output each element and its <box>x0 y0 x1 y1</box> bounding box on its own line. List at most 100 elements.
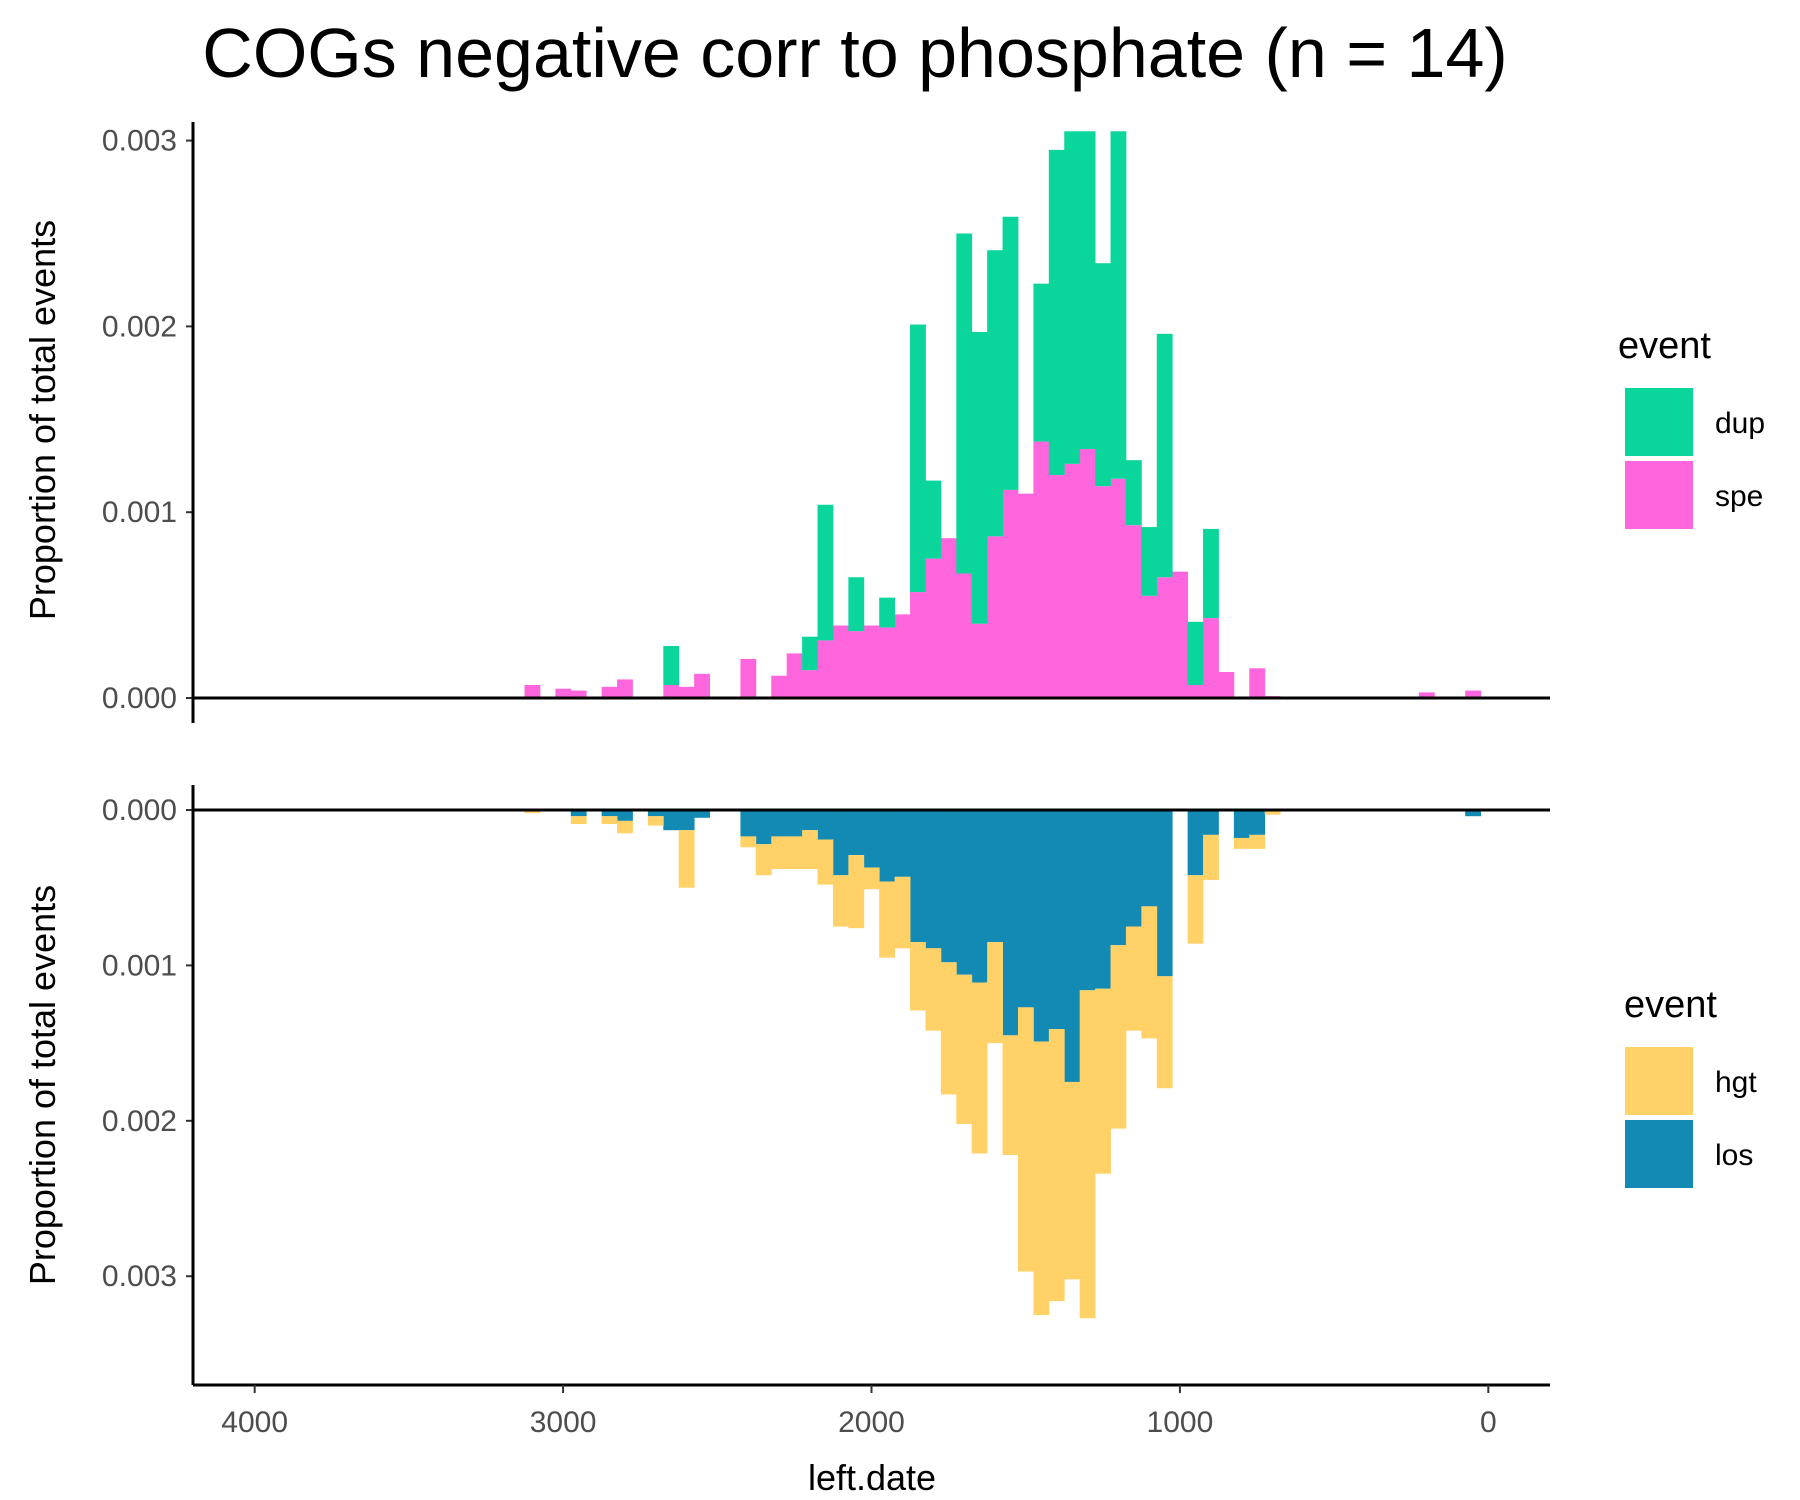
bar-dup-1400 <box>1048 149 1065 476</box>
bar-spe-750 <box>1249 668 1266 698</box>
y-tick-label: 0.002 <box>102 310 177 343</box>
y-tick-label: 0.000 <box>102 682 177 715</box>
bar-los-2950 <box>570 810 587 817</box>
bar-hgt-2000 <box>863 867 880 890</box>
bar-spe-1850 <box>910 592 926 698</box>
bar-spe-2300 <box>771 675 788 698</box>
bar-los-2550 <box>694 810 710 818</box>
bar-spe-900 <box>1203 618 1219 698</box>
bar-los-2200 <box>802 810 818 831</box>
bar-los-900 <box>1203 810 1219 835</box>
bar-los-2000 <box>863 810 880 868</box>
bar-dup-1200 <box>1110 131 1127 479</box>
bar-dup-1700 <box>956 233 973 574</box>
y-tick-label: 0.003 <box>102 125 177 158</box>
top-panel-bars <box>524 131 1482 698</box>
x-tick-label: 4000 <box>221 1406 288 1439</box>
bar-dup-1800 <box>925 480 942 559</box>
x-tick-label: 0 <box>1480 1406 1497 1439</box>
bar-los-2150 <box>817 810 834 840</box>
bar-los-2350 <box>755 810 772 845</box>
bar-spe-2800 <box>617 679 633 698</box>
bar-los-2600 <box>678 810 695 831</box>
bar-dup-1650 <box>971 331 988 624</box>
bar-hgt-1950 <box>879 881 896 958</box>
bar-hgt-1750 <box>940 962 957 1095</box>
bar-dup-2150 <box>817 504 834 641</box>
bar-dup-1300 <box>1079 131 1096 450</box>
bar-hgt-800 <box>1233 837 1250 849</box>
bar-spe-2000 <box>863 625 880 698</box>
bar-los-1600 <box>987 810 1003 943</box>
bar-dup-2200 <box>802 636 818 671</box>
bar-hgt-1100 <box>1141 906 1158 1039</box>
bar-spe-2950 <box>570 690 587 698</box>
bar-hgt-2850 <box>601 816 618 824</box>
bar-hgt-1700 <box>956 974 973 1124</box>
bar-spe-2400 <box>740 658 757 698</box>
bar-spe-2850 <box>601 686 618 698</box>
bar-los-1100 <box>1141 810 1158 907</box>
bar-spe-2200 <box>802 670 818 698</box>
bar-los-1750 <box>940 810 957 963</box>
bar-hgt-1150 <box>1125 926 1142 1031</box>
bar-spe-850 <box>1218 671 1235 698</box>
legend-label-los: los <box>1715 1139 1753 1172</box>
bar-los-1450 <box>1033 810 1050 1042</box>
bar-hgt-2200 <box>802 830 818 870</box>
legend-label-spe: spe <box>1715 480 1763 513</box>
bar-spe-1150 <box>1125 525 1142 698</box>
bar-los-750 <box>1249 810 1266 835</box>
bar-spe-1600 <box>987 536 1003 698</box>
bar-dup-900 <box>1203 528 1219 619</box>
bar-los-950 <box>1187 810 1204 876</box>
bar-spe-1750 <box>940 538 957 698</box>
bar-hgt-1250 <box>1095 988 1111 1174</box>
bar-spe-1650 <box>971 623 988 698</box>
bar-hgt-3100 <box>524 810 541 814</box>
bar-hgt-1300 <box>1079 990 1096 1319</box>
bar-hgt-2250 <box>786 836 803 870</box>
legend-label-dup: dup <box>1715 407 1765 440</box>
bar-hgt-2150 <box>817 839 834 885</box>
x-axis-title: left.date <box>808 1457 936 1498</box>
y-tick-label: 0.000 <box>102 794 177 827</box>
bar-hgt-900 <box>1203 834 1219 880</box>
bar-los-2300 <box>771 810 788 837</box>
x-tick-label: 1000 <box>1147 1406 1214 1439</box>
bottom-panel-y-axis: 0.000 0.001 0.002 0.003 <box>102 794 193 1293</box>
bar-los-1650 <box>971 810 988 983</box>
legend-top: event dup spe <box>1618 325 1765 529</box>
x-tick-label: 2000 <box>838 1406 905 1439</box>
chart-title: COGs negative corr to phosphate (n = 14) <box>202 14 1507 92</box>
bar-hgt-1050 <box>1156 976 1173 1089</box>
bar-spe-1550 <box>1002 489 1019 698</box>
bar-spe-200 <box>1418 692 1435 698</box>
bar-los-2400 <box>740 810 757 837</box>
bar-spe-3000 <box>555 688 572 698</box>
bar-los-2850 <box>601 810 618 817</box>
y-tick-label: 0.001 <box>102 949 177 982</box>
bar-los-2250 <box>786 810 803 837</box>
bar-los-800 <box>1233 810 1250 838</box>
bar-los-2100 <box>832 810 849 876</box>
bar-hgt-1650 <box>971 982 988 1154</box>
bar-los-2050 <box>848 810 865 856</box>
bar-spe-1450 <box>1033 441 1050 698</box>
bar-hgt-1800 <box>925 948 942 1031</box>
bar-spe-3100 <box>524 684 541 698</box>
bar-dup-1050 <box>1156 333 1173 578</box>
bar-hgt-2700 <box>647 816 664 826</box>
bar-hgt-1400 <box>1048 1029 1065 1302</box>
bar-los-1950 <box>879 810 896 882</box>
bar-hgt-1500 <box>1017 1007 1034 1272</box>
bar-dup-1250 <box>1095 263 1111 487</box>
y-tick-label: 0.001 <box>102 496 177 529</box>
bar-los-1300 <box>1079 810 1096 991</box>
legend-label-hgt: hgt <box>1715 1066 1757 1099</box>
bar-los-1050 <box>1156 810 1173 977</box>
bar-hgt-2400 <box>740 836 757 848</box>
legend-swatch-dup <box>1625 388 1693 456</box>
bar-spe-950 <box>1187 684 1204 698</box>
